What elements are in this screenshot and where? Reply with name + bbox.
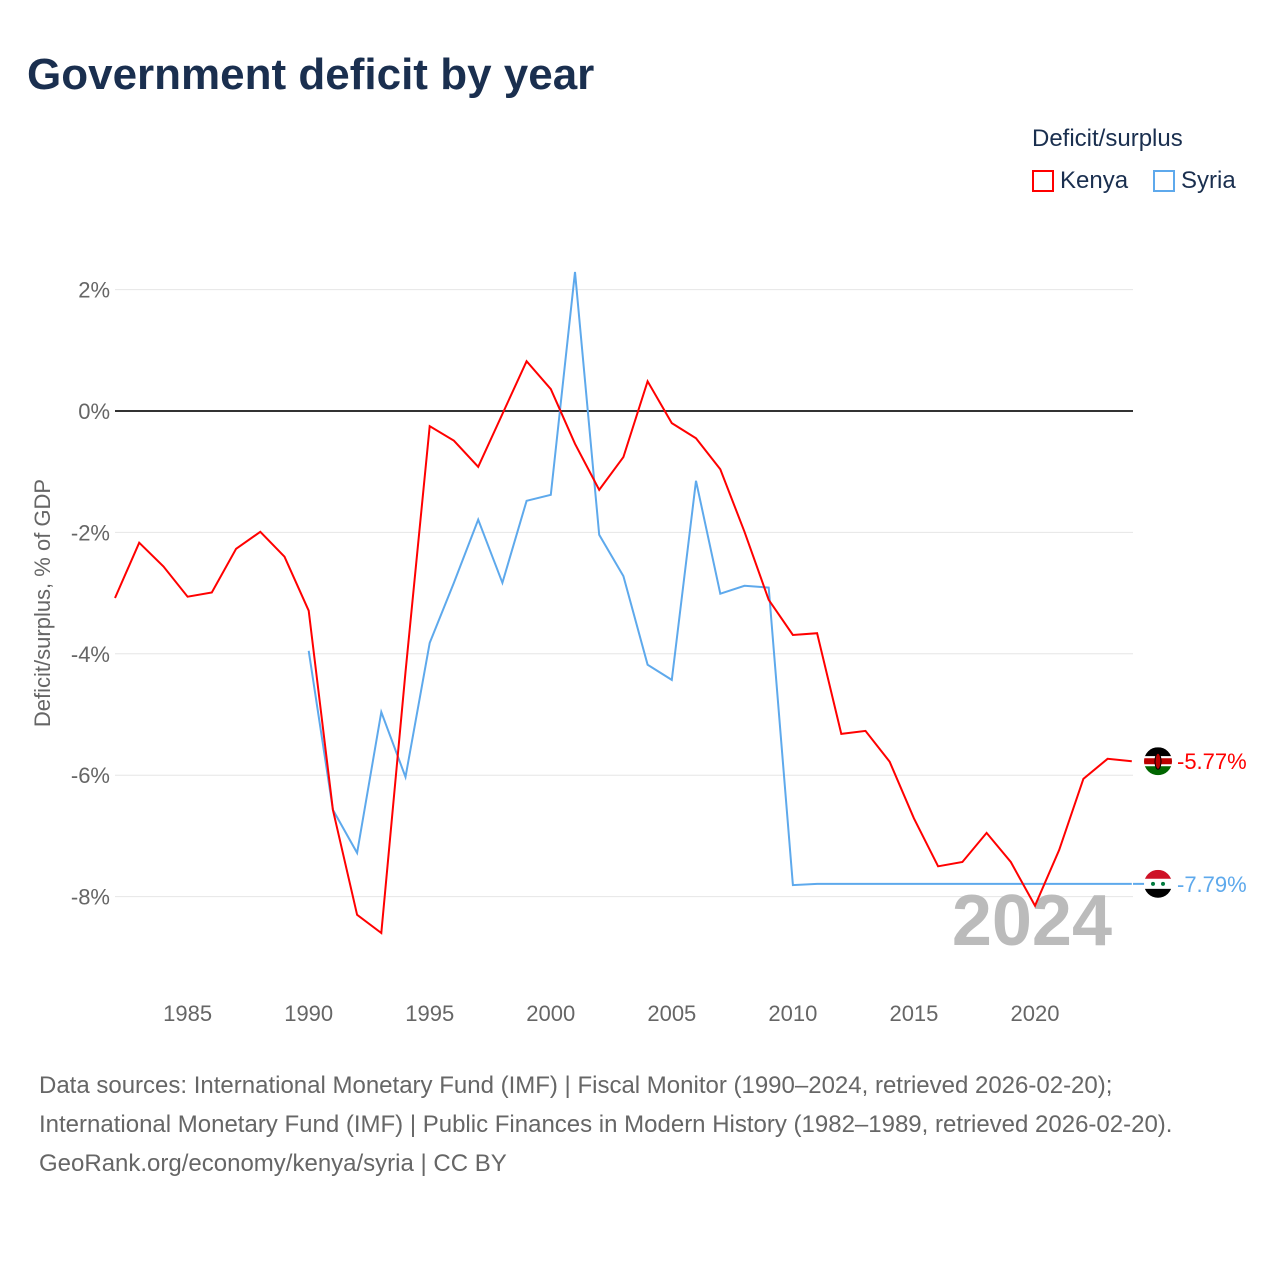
y-tick-label: -6% bbox=[71, 763, 110, 788]
legend-label: Syria bbox=[1181, 167, 1236, 194]
y-tick-label: -4% bbox=[71, 642, 110, 667]
series-line-syria bbox=[307, 271, 1132, 887]
legend-title: Deficit/surplus bbox=[1032, 125, 1183, 152]
y-tick-label: 0% bbox=[78, 399, 110, 424]
syria-end-label: -7.79% bbox=[1177, 872, 1247, 897]
source-link[interactable]: GeoRank.org/economy/kenya/syria | CC BY bbox=[39, 1150, 507, 1177]
x-tick-label: 1990 bbox=[284, 1001, 333, 1026]
source-line: International Monetary Fund (IMF) | Publ… bbox=[39, 1111, 1173, 1138]
kenya-flag-icon bbox=[1144, 747, 1172, 776]
legend-item-kenya[interactable]: Kenya bbox=[1032, 167, 1128, 195]
x-tick-label: 1995 bbox=[405, 1001, 454, 1026]
legend-label: Kenya bbox=[1060, 167, 1129, 194]
x-tick-label: 2010 bbox=[768, 1001, 817, 1026]
y-tick-label: 2% bbox=[78, 278, 110, 303]
series-line-kenya bbox=[114, 359, 1132, 935]
kenya-swatch bbox=[1032, 170, 1054, 192]
year-watermark: 2024 bbox=[952, 881, 1112, 961]
syria-swatch bbox=[1153, 170, 1175, 192]
y-axis-label: Deficit/surplus, % of GDP bbox=[30, 479, 55, 727]
line-chart: 2% 0% -2% -4% -6% -8% 1985 1990 1995 2000 2005 2010… bbox=[30, 271, 1247, 1026]
page-title: Government deficit by year bbox=[27, 50, 595, 99]
y-tick-label: -2% bbox=[71, 520, 110, 545]
x-tick-label: 2000 bbox=[526, 1001, 575, 1026]
x-tick-label: 2015 bbox=[889, 1001, 938, 1026]
syria-flag-icon bbox=[1144, 869, 1172, 898]
source-line: Data sources: International Monetary Fun… bbox=[39, 1072, 1113, 1099]
y-tick-label: -8% bbox=[71, 885, 110, 910]
sources: Data sources: International Monetary Fun… bbox=[39, 1066, 1239, 1183]
kenya-end-label: -5.77% bbox=[1177, 749, 1247, 774]
x-tick-label: 2020 bbox=[1011, 1001, 1060, 1026]
x-tick-label: 1985 bbox=[163, 1001, 212, 1026]
x-tick-label: 2005 bbox=[647, 1001, 696, 1026]
legend-item-syria[interactable]: Syria bbox=[1153, 167, 1236, 195]
